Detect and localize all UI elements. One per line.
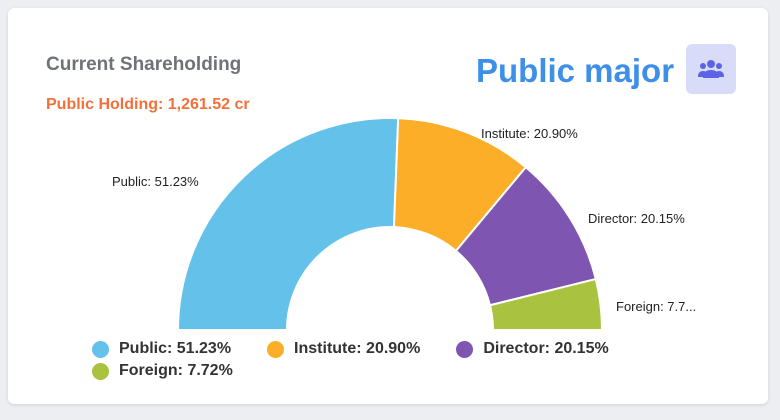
slice-label-institute: Institute: 20.90% (481, 126, 578, 141)
users-group-icon (698, 60, 724, 78)
chart-legend: Public: 51.23% Institute: 20.90% Director:… (92, 340, 712, 380)
slice-public[interactable] (176, 117, 400, 331)
legend-dot-icon (267, 340, 285, 358)
legend-dot-icon (456, 340, 474, 358)
headline-public-major: Public major (476, 52, 675, 89)
legend-dot-icon (92, 362, 109, 380)
legend-label: Director: 20.15% (483, 340, 609, 357)
legend-item-institute[interactable]: Institute: 20.90% (267, 340, 420, 358)
slice-label-public: Public: 51.23% (112, 174, 199, 189)
users-group-button[interactable] (686, 44, 736, 94)
legend-item-director[interactable]: Director: 20.15% (456, 340, 609, 358)
shareholding-card: Current Shareholding Public Holding: 1,2… (8, 8, 768, 404)
card-title: Current Shareholding (46, 54, 242, 75)
legend-item-public[interactable]: Public: 51.23% (92, 340, 231, 358)
slice-label-director: Director: 20.15% (588, 211, 685, 226)
legend-item-foreign[interactable]: Foreign: 7.72% (92, 362, 233, 380)
legend-label: Institute: 20.90% (294, 340, 421, 357)
chart-baseline (160, 330, 620, 331)
legend-label: Foreign: 7.72% (119, 362, 233, 379)
legend-dot-icon (92, 340, 109, 358)
public-holding-value: Public Holding: 1,261.52 cr (46, 96, 250, 113)
legend-label: Public: 51.23% (119, 340, 232, 357)
slice-label-foreign: Foreign: 7.7... (616, 299, 696, 314)
